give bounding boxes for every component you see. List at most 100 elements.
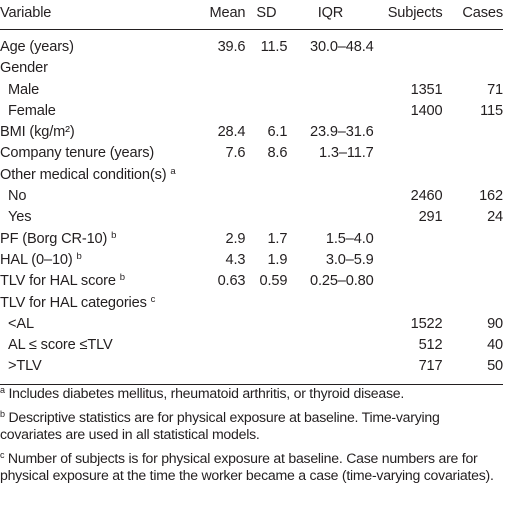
cell-subjects: 512	[418, 337, 443, 354]
cell-sd	[245, 58, 287, 79]
table-row: TLV for HAL score b 0.63 0.59 0.25–0.80	[0, 271, 503, 292]
cell-sd	[245, 293, 287, 314]
cell-subjects	[374, 30, 443, 59]
footnote-text: Descriptive statistics are for physical …	[0, 408, 440, 443]
row-label: BMI (kg/m²)	[0, 124, 75, 141]
cell-mean: 28.4	[217, 124, 246, 141]
row-label-text: TLV for HAL score	[0, 273, 116, 290]
table-row: Age (years) 39.6 11.5 30.0–48.4	[0, 30, 503, 59]
cell-sd	[245, 335, 287, 356]
header-mean: Mean	[187, 3, 246, 30]
cell-mean	[187, 58, 245, 79]
cell-iqr	[287, 186, 373, 207]
cell-cases: 115	[480, 102, 503, 119]
cell-mean	[187, 356, 246, 385]
cell-iqr	[287, 80, 373, 101]
footnote-text: Number of subjects is for physical expos…	[0, 449, 494, 484]
row-label-text: PF (Borg CR-10)	[0, 230, 108, 247]
footnote-mark: b	[111, 229, 117, 241]
cell-subjects	[374, 250, 443, 271]
row-label: >TLV	[0, 356, 188, 385]
row-label: No	[8, 188, 27, 205]
cell-subjects: 1351	[410, 81, 443, 98]
cell-cases	[442, 30, 503, 59]
row-label: Yes	[8, 209, 32, 226]
cell-mean	[187, 207, 245, 228]
cell-sd: 0.59	[259, 273, 288, 290]
footnote-text: Includes diabetes mellitus, rheumatoid a…	[8, 385, 405, 401]
cell-subjects: 717	[373, 356, 443, 385]
cell-mean	[187, 186, 245, 207]
table-row: Male 1351 71	[0, 80, 503, 101]
cell-iqr: 3.0–5.9	[325, 251, 374, 268]
header-sd: SD	[245, 3, 288, 30]
header-cases: Cases	[442, 3, 503, 30]
footnote-mark: c	[150, 293, 156, 305]
cell-sd: 11.5	[260, 39, 288, 55]
descriptive-statistics-table: Variable Mean SD IQR Subjects Cases Age …	[0, 3, 503, 385]
cell-iqr	[287, 335, 373, 356]
table-row: AL ≤ score ≤TLV 512 40	[0, 335, 503, 356]
row-label: PF (Borg CR-10) b	[0, 229, 187, 250]
cell-subjects	[374, 229, 443, 250]
cell-cases: 90	[487, 315, 503, 332]
table-row: PF (Borg CR-10) b 2.9 1.7 1.5–4.0	[0, 229, 503, 250]
footnote-mark: b	[76, 250, 82, 262]
row-label: TLV for HAL score b	[0, 271, 187, 292]
cell-cases	[442, 250, 503, 271]
table-row: No 2460 162	[0, 186, 503, 207]
cell-cases	[442, 122, 503, 143]
cell-subjects	[374, 143, 443, 164]
footnote-mark: a	[0, 385, 5, 395]
row-label: <AL	[8, 315, 34, 332]
cell-cases	[442, 165, 503, 186]
cell-subjects: 291	[418, 209, 443, 226]
header-variable: Variable	[0, 3, 188, 30]
table-row: TLV for HAL categories c	[0, 293, 503, 314]
cell-iqr	[287, 356, 374, 385]
cell-sd	[245, 186, 287, 207]
table-row: HAL (0–10) b 4.3 1.9 3.0–5.9	[0, 250, 503, 271]
cell-mean	[187, 314, 245, 335]
cell-cases	[442, 293, 503, 314]
cell-cases: 40	[487, 337, 503, 354]
header-iqr: IQR	[287, 3, 374, 30]
row-label-text: TLV for HAL categories	[0, 294, 147, 311]
row-label: Gender	[0, 60, 48, 77]
cell-cases	[442, 58, 503, 79]
table-row: Yes 291 24	[0, 207, 503, 228]
cell-subjects	[374, 165, 443, 186]
row-label: Female	[8, 102, 56, 119]
cell-iqr: 1.3–11.7	[319, 145, 374, 162]
cell-iqr	[287, 293, 373, 314]
cell-cases	[442, 143, 503, 164]
cell-subjects	[374, 122, 443, 143]
cell-subjects: 1400	[410, 102, 443, 119]
cell-iqr	[287, 58, 373, 79]
cell-mean: 7.6	[225, 145, 246, 162]
row-label: Other medical condition(s) a	[0, 165, 187, 186]
footnote-b: b Descriptive statistics are for physica…	[0, 409, 503, 444]
cell-iqr	[287, 314, 373, 335]
table-row: <AL 1522 90	[0, 314, 503, 335]
footnote-mark: a	[170, 165, 176, 177]
row-label: HAL (0–10) b	[0, 250, 187, 271]
cell-sd	[245, 165, 287, 186]
cell-sd: 1.9	[267, 251, 288, 268]
footnote-mark: b	[0, 408, 5, 419]
cell-sd	[245, 101, 287, 122]
row-label: AL ≤ score ≤TLV	[8, 337, 113, 354]
cell-mean	[187, 80, 245, 101]
cell-cases	[442, 271, 503, 292]
cell-cases	[442, 229, 503, 250]
cell-cases: 50	[442, 356, 503, 385]
cell-mean: 39.6	[217, 39, 246, 55]
cell-cases: 162	[479, 188, 503, 205]
cell-mean	[187, 293, 245, 314]
cell-mean	[187, 101, 245, 122]
footnote-mark: b	[119, 272, 125, 284]
cell-sd	[245, 314, 287, 335]
cell-subjects: 1522	[410, 315, 443, 332]
table-header-row: Variable Mean SD IQR Subjects Cases	[0, 3, 503, 30]
